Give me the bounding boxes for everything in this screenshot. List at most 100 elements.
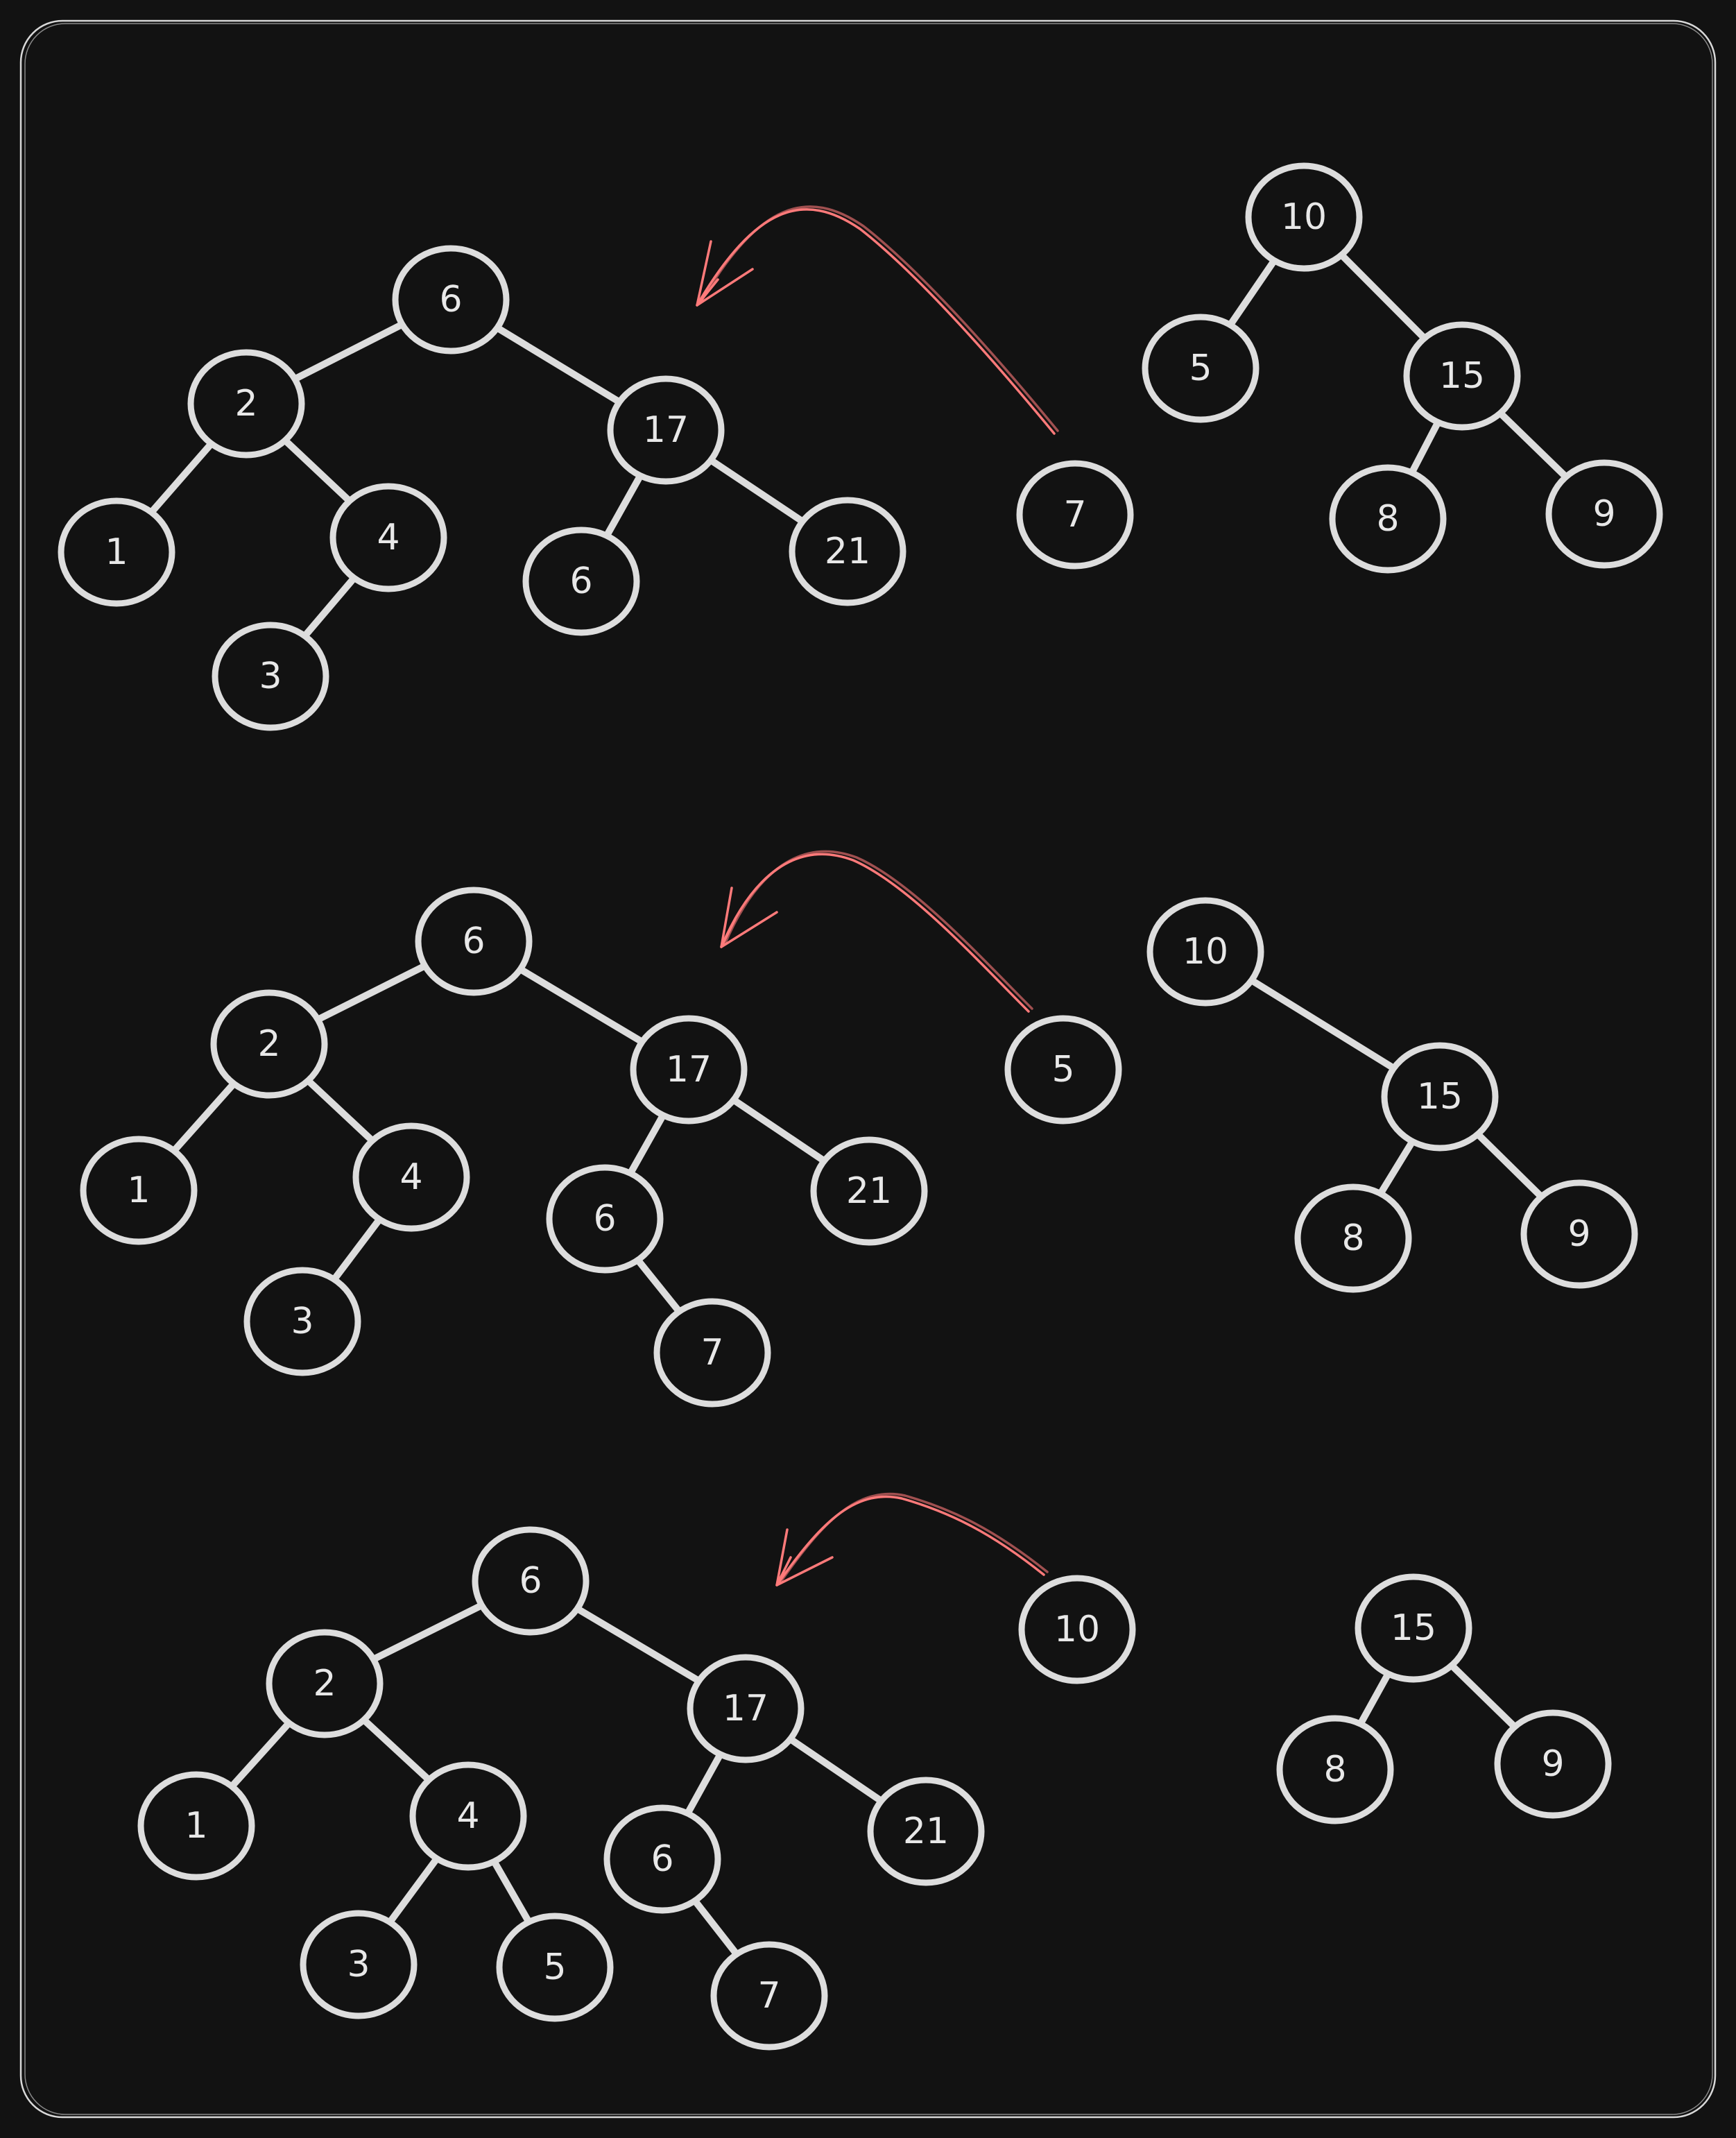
node-label: 2 [234,383,257,425]
node-circle [1146,897,1264,1007]
stage-2-right-edge [1244,974,1401,1075]
node-label: 10 [1281,196,1327,238]
stage-2-left-edge [633,1254,685,1317]
node-label: 10 [1183,931,1228,973]
stage-1-right-edge [1407,416,1443,479]
node-circle [867,1777,985,1886]
stage-2-right-edge [1472,1128,1547,1203]
stage-1-right-node: 9 [1545,459,1663,569]
stage-1-left-node: 6 [392,245,510,354]
stage-3-right-node: 15 [1355,1573,1472,1683]
stage-1-left-node: 1 [58,497,175,607]
stage-3-left-edge [689,1895,742,1960]
node-circle [1355,1573,1472,1683]
node-circle [1545,459,1663,569]
stage-2-left-edge [329,1213,385,1285]
node-label: 8 [1376,498,1399,540]
stage-1-left-node: 6 [522,527,640,636]
node-label: 6 [651,1838,673,1880]
node-circle [80,1136,198,1245]
node-circle [1294,1183,1412,1293]
node-circle [243,1267,361,1376]
stage-2-right-node: 8 [1294,1183,1412,1293]
node-label: 7 [757,1975,780,2017]
stage-1-right-node: 10 [1245,162,1363,272]
node-circle [210,989,328,1099]
stage-1-left-node: 3 [212,622,329,731]
node-label: 1 [105,531,128,573]
stage-1-left-edge [602,470,645,542]
stage-3-left-node: 5 [496,1913,614,2022]
node-label: 7 [701,1332,723,1374]
node-circle [1494,1709,1612,1819]
stage-1-right-node: 15 [1403,321,1521,431]
node-label: 15 [1391,1607,1436,1649]
stage-2-right-node: 15 [1381,1042,1499,1152]
stage-2-left-edge [302,1075,379,1147]
stage-2-left-edge [513,963,650,1048]
stage-3-left-node: 1 [137,1771,255,1881]
stage-2-left-edge [726,1094,832,1167]
stage-3-move-arrow-stroke [779,1492,1049,1584]
node-label: 3 [259,656,282,697]
node-label: 5 [1189,348,1212,389]
stage-2-left-node: 4 [352,1122,470,1232]
node-label: 9 [1567,1213,1590,1255]
node-label: 5 [1051,1049,1074,1091]
node-label: 8 [1341,1217,1364,1259]
stage-3-right-edge [1445,1659,1521,1733]
stage-3-left-node: 6 [603,1804,721,1914]
stage-2-move-arrow-stroke [723,850,1033,1010]
node-label: 9 [1541,1743,1564,1785]
node-circle [187,349,305,459]
node-circle [415,887,533,996]
stage-3-left-node: 3 [300,1910,418,2019]
stage-3-left-edge [783,1733,888,1807]
stage-2-left-node: 17 [630,1015,748,1124]
node-circle [789,497,906,606]
node-circle [1142,314,1260,423]
node-label: 8 [1323,1749,1346,1790]
stage-2-left-edge [626,1109,668,1179]
node-label: 6 [439,279,462,320]
stage-2-moving-node: 5 [1004,1015,1122,1124]
stage-2-left-node: 3 [243,1267,361,1376]
stage-2-right-node: 9 [1520,1179,1638,1289]
node-label: 3 [291,1301,313,1342]
stage-1-left-edge [279,434,356,507]
edges-layer [146,249,1572,1960]
node-label: 4 [456,1795,479,1837]
node-label: 2 [313,1663,336,1704]
stage-1-left-edge [299,572,360,642]
stage-2-left-edge [168,1077,240,1157]
stage-1-left-node: 17 [607,375,725,485]
node-circle [472,1526,590,1636]
node-label: 4 [377,517,399,558]
node-circle [266,1629,384,1738]
node-circle [1381,1042,1499,1152]
node-circle [1016,460,1134,570]
stage-2-left-edge [310,960,433,1025]
stage-3-moving-node: 10 [1018,1575,1136,1684]
stage-1-right-node: 5 [1142,314,1260,423]
node-circle [212,622,329,731]
stage-3-right-node: 8 [1276,1715,1394,1824]
node-circle [1004,1015,1122,1124]
stage-1-right-edge [1225,255,1280,331]
stage-2-left-node: 1 [80,1136,198,1245]
stage-2-right-edge [1375,1136,1418,1199]
node-circle [653,1298,771,1408]
stage-3-left-edge [682,1749,725,1819]
node-label: 17 [666,1049,712,1091]
stage-3-right-edge [1355,1668,1393,1730]
node-label: 15 [1417,1076,1463,1118]
stage-1-move-arrow [696,208,1056,435]
stage-3-left-node: 17 [687,1654,805,1763]
stage-1-left-edge [287,318,410,385]
node-circle [630,1015,748,1124]
stage-1-left-node: 21 [789,497,906,606]
node-circle [1520,1179,1638,1289]
stage-1-left-edge [146,438,217,518]
node-circle [710,1941,828,2051]
